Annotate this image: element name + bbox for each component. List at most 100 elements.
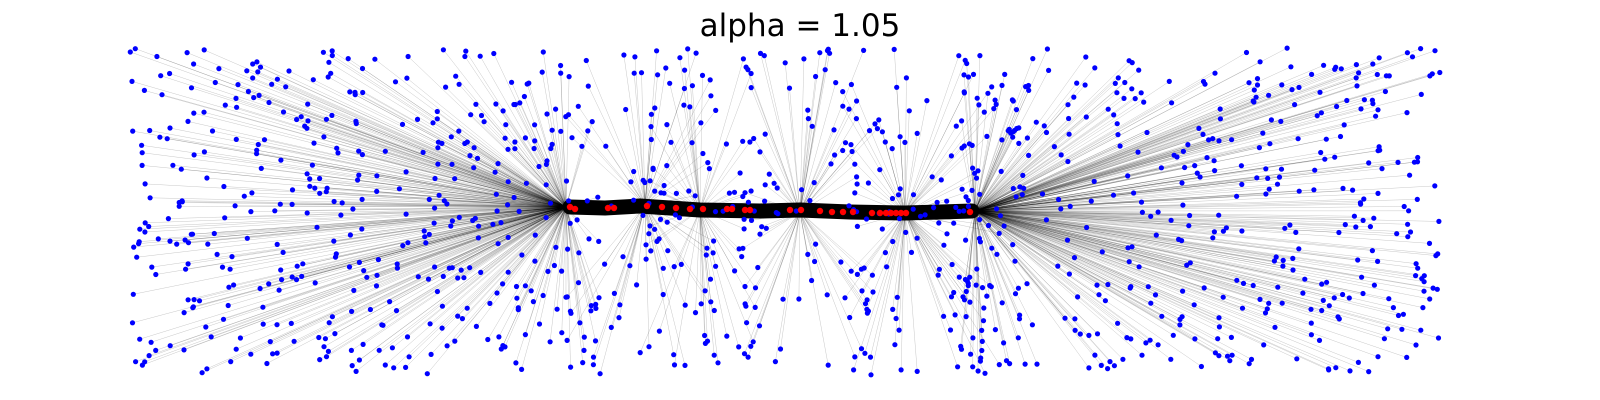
- edge: [974, 178, 1268, 212]
- edge: [358, 174, 567, 208]
- edge: [670, 142, 701, 211]
- edge: [974, 210, 1076, 319]
- peripheral-node: [1007, 361, 1013, 367]
- edge: [974, 210, 1174, 336]
- edge: [974, 210, 1237, 281]
- edge: [899, 136, 906, 214]
- peripheral-node: [590, 362, 597, 368]
- edge: [561, 206, 567, 333]
- peripheral-node: [774, 185, 780, 191]
- edge: [699, 209, 719, 363]
- peripheral-node: [914, 130, 920, 136]
- edge: [489, 206, 567, 304]
- edge: [974, 210, 1312, 324]
- peripheral-node: [1370, 61, 1376, 67]
- peripheral-node: [989, 84, 995, 90]
- peripheral-node: [1179, 180, 1185, 186]
- peripheral-node: [854, 181, 860, 187]
- backbone-node: [828, 208, 836, 216]
- edge: [565, 206, 571, 312]
- peripheral-node: [1246, 80, 1252, 86]
- edge: [864, 212, 906, 354]
- peripheral-node: [961, 89, 967, 95]
- peripheral-node: [394, 261, 400, 267]
- edge: [340, 206, 567, 216]
- peripheral-node: [742, 283, 748, 290]
- edge: [974, 134, 1204, 212]
- edge: [644, 204, 715, 311]
- peripheral-node: [274, 241, 280, 247]
- edge: [644, 204, 682, 265]
- edge: [974, 162, 1369, 212]
- edge: [161, 94, 567, 208]
- peripheral-node: [817, 50, 823, 56]
- peripheral-node: [1010, 134, 1016, 140]
- edge: [904, 55, 960, 214]
- edge: [844, 212, 906, 298]
- edge: [211, 206, 567, 338]
- peripheral-node: [812, 258, 818, 265]
- peripheral-node: [1375, 107, 1381, 113]
- peripheral-node: [142, 229, 148, 235]
- edge: [498, 206, 567, 337]
- edge: [534, 206, 567, 262]
- peripheral-node: [553, 244, 559, 250]
- peripheral-node: [1353, 75, 1359, 81]
- peripheral-node: [692, 310, 699, 316]
- edge: [477, 158, 567, 208]
- peripheral-node: [1153, 232, 1159, 238]
- edge: [217, 206, 567, 255]
- peripheral-node: [687, 104, 693, 110]
- peripheral-node: [1148, 213, 1154, 219]
- edge: [619, 204, 646, 305]
- edge: [376, 206, 567, 276]
- edge: [974, 210, 1180, 326]
- peripheral-node: [949, 261, 955, 268]
- peripheral-node: [648, 124, 654, 130]
- edge: [469, 206, 567, 268]
- edge: [235, 98, 567, 208]
- edge: [301, 116, 567, 208]
- peripheral-node: [966, 141, 973, 147]
- peripheral-node: [1202, 81, 1208, 87]
- edge: [508, 206, 567, 273]
- edge: [332, 206, 567, 317]
- edge: [500, 206, 567, 223]
- peripheral-node: [1356, 70, 1362, 76]
- peripheral-node: [274, 76, 280, 82]
- edge: [257, 71, 567, 208]
- edge: [271, 84, 567, 208]
- edge: [904, 212, 939, 276]
- peripheral-node: [348, 347, 354, 353]
- edge: [974, 84, 1258, 212]
- peripheral-node: [1010, 242, 1016, 248]
- peripheral-node: [993, 206, 1000, 212]
- edge: [974, 121, 1281, 212]
- peripheral-node: [1404, 354, 1410, 360]
- peripheral-node: [463, 48, 469, 54]
- peripheral-node: [234, 104, 240, 110]
- edge: [268, 102, 567, 208]
- peripheral-node: [511, 194, 517, 201]
- edge: [521, 206, 567, 370]
- peripheral-node: [672, 212, 679, 218]
- edge: [904, 212, 984, 309]
- peripheral-node: [711, 238, 717, 244]
- edge: [248, 91, 567, 208]
- peripheral-node: [376, 347, 382, 353]
- peripheral-node: [185, 261, 191, 267]
- peripheral-node: [682, 67, 688, 73]
- edge: [351, 206, 567, 312]
- peripheral-node: [870, 289, 876, 295]
- peripheral-node: [495, 161, 501, 167]
- peripheral-node: [523, 180, 530, 186]
- edge: [974, 210, 1106, 301]
- peripheral-node: [974, 266, 980, 272]
- edge: [799, 211, 869, 312]
- peripheral-node: [490, 221, 496, 227]
- edge: [974, 171, 1002, 212]
- edge: [565, 146, 583, 208]
- edge: [974, 210, 1283, 304]
- peripheral-node: [981, 305, 987, 311]
- edge: [974, 210, 1195, 306]
